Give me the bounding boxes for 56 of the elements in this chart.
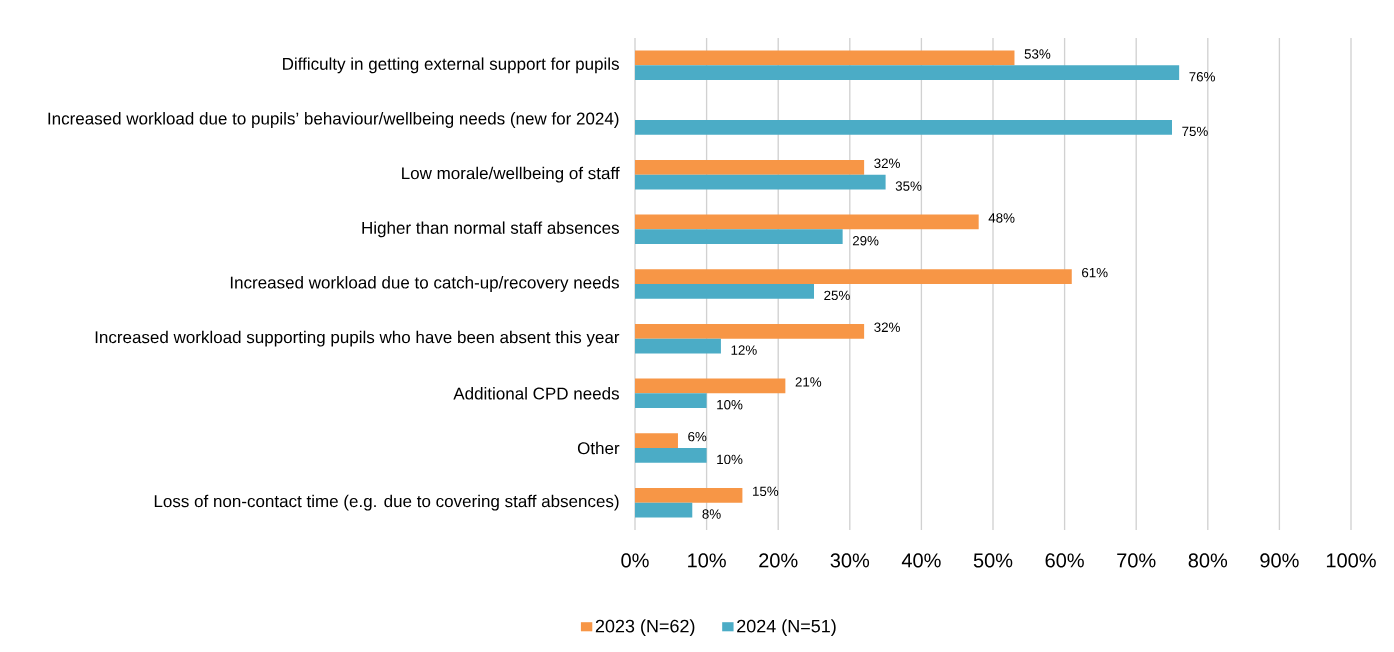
- y-tick-label: Other: [577, 441, 620, 455]
- y-tick-label: Difficulty in getting external support for pupils: [283, 57, 619, 74]
- bar: [635, 269, 1072, 284]
- x-tick-label: 20%: [759, 553, 798, 568]
- bar: [635, 393, 707, 409]
- data-label: 25%: [824, 290, 850, 301]
- bar: [635, 50, 1015, 66]
- data-label: 32%: [874, 322, 900, 332]
- bar: [635, 447, 707, 463]
- y-tick-label: Low morale/wellbeing of staff: [402, 166, 620, 183]
- bar: [635, 174, 886, 190]
- data-label: 32%: [874, 158, 900, 169]
- data-label: 61%: [1082, 267, 1108, 278]
- y-tick-label: Higher than normal staff absences: [362, 221, 619, 238]
- data-label: 12%: [731, 345, 757, 355]
- legend-label: 2024 (N=51): [737, 619, 836, 636]
- y-tick-label: Increased workload due to pupils’ behaviour/wellbeing needs (new for 2024): [48, 112, 619, 128]
- data-label: 10%: [717, 454, 743, 465]
- x-tick-label: 30%: [830, 553, 870, 568]
- x-tick-label: 50%: [973, 553, 1013, 568]
- data-label: 53%: [1024, 49, 1051, 59]
- y-tick-label: Increased workload due to catch-up/recovery needs: [230, 276, 619, 292]
- x-tick-label: 10%: [688, 553, 726, 568]
- data-label: 35%: [895, 181, 922, 191]
- x-tick-label: 100%: [1326, 553, 1376, 568]
- data-label: 10%: [717, 400, 743, 410]
- x-tick-label: 90%: [1260, 553, 1299, 568]
- legend-label: 2023 (N=62): [595, 619, 695, 636]
- bar: [635, 159, 865, 175]
- bar: [635, 338, 721, 354]
- x-tick-label: 80%: [1188, 553, 1228, 568]
- x-tick-label: 0%: [621, 553, 649, 568]
- bar: [635, 433, 678, 448]
- bar: [635, 214, 979, 230]
- bar: [635, 487, 743, 503]
- bar: [635, 284, 815, 299]
- bar: [635, 378, 786, 394]
- data-label: 21%: [795, 377, 822, 387]
- data-label: 29%: [852, 236, 879, 246]
- y-tick-label: Additional CPD needs: [453, 387, 619, 400]
- data-label: 15%: [753, 486, 779, 496]
- data-label: 76%: [1189, 72, 1215, 82]
- x-tick-label: 40%: [901, 553, 941, 568]
- data-label: 8%: [702, 509, 721, 519]
- x-tick-label: 70%: [1117, 553, 1156, 568]
- bar: [635, 120, 1172, 135]
- y-tick-label: Increased workload supporting pupils who have been absent this year: [95, 330, 620, 347]
- y-tick-label: Loss of non-contact time (e.g. due to covering staff absences): [154, 494, 619, 511]
- data-label: 75%: [1182, 126, 1208, 137]
- bar: [635, 323, 865, 339]
- x-tick-label: 60%: [1045, 553, 1084, 568]
- bar: [635, 65, 1180, 81]
- bar: [635, 502, 693, 518]
- data-label: 6%: [688, 431, 707, 442]
- data-label: 48%: [988, 213, 1015, 223]
- bar: [635, 229, 843, 245]
